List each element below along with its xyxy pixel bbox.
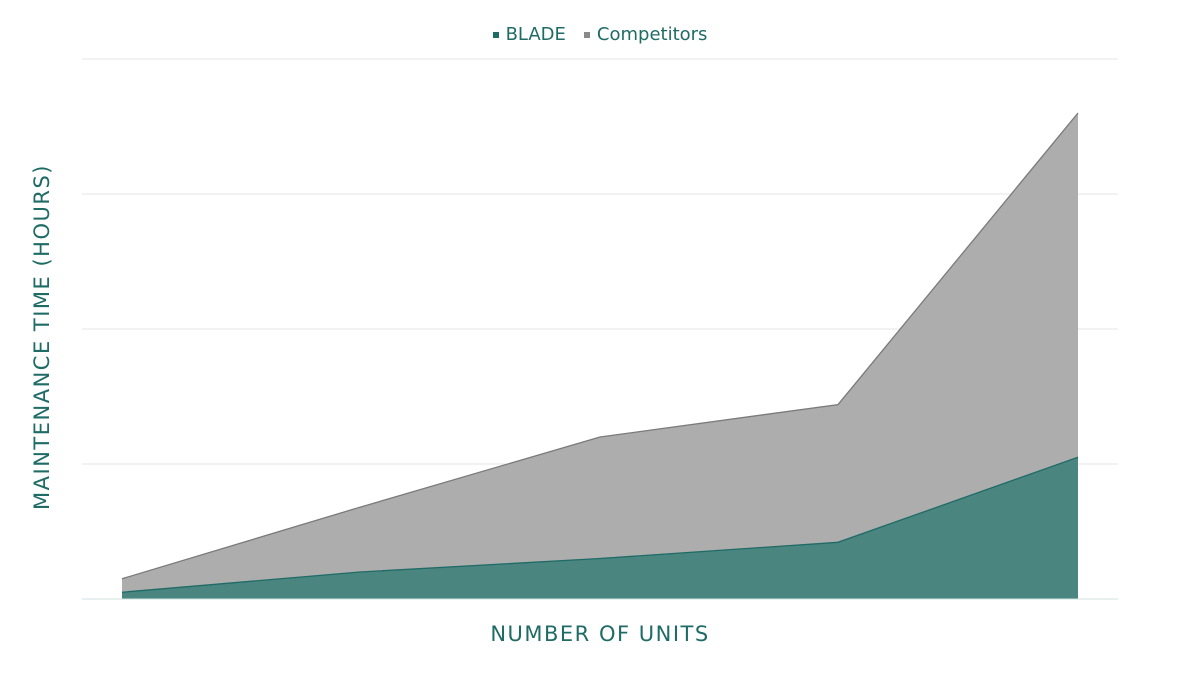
legend: BLADE Competitors (0, 24, 1200, 45)
legend-label-competitors: Competitors (596, 24, 708, 45)
line-blade (121, 456, 1079, 593)
plot-areas (121, 112, 1079, 599)
line-competitors (121, 112, 1079, 580)
legend-label-blade: BLADE (505, 24, 566, 45)
legend-swatch-competitors (583, 31, 590, 38)
area-competitors (122, 113, 1078, 599)
legend-swatch-blade (492, 31, 499, 38)
x-axis-label: NUMBER OF UNITS (490, 622, 710, 646)
area-blade (122, 457, 1078, 599)
legend-item-competitors[interactable]: Competitors (583, 24, 708, 45)
legend-item-blade[interactable]: BLADE (492, 24, 566, 45)
y-axis-label: MAINTENANCE TIME (HOURS) (30, 164, 54, 510)
